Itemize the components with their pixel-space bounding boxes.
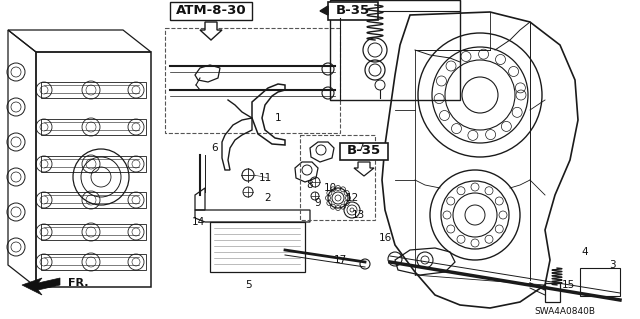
Text: 1: 1: [275, 113, 282, 123]
Bar: [210, 222, 305, 272]
Bar: [300, 135, 375, 220]
Text: 4: 4: [582, 247, 588, 257]
Text: 16: 16: [378, 233, 392, 243]
Bar: [36, 52, 151, 287]
Bar: [41, 119, 146, 135]
Text: 9: 9: [315, 198, 321, 208]
Text: 3: 3: [609, 260, 615, 270]
Text: 17: 17: [333, 255, 347, 265]
Text: 11: 11: [259, 173, 271, 183]
Text: ATM-8-30: ATM-8-30: [176, 4, 246, 18]
Bar: [165, 28, 340, 133]
Bar: [41, 82, 146, 98]
Bar: [330, 0, 460, 100]
Bar: [328, 2, 378, 20]
Text: FR.: FR.: [68, 278, 88, 288]
Bar: [170, 2, 252, 20]
Text: 8: 8: [307, 180, 314, 190]
Text: 14: 14: [191, 217, 205, 227]
Polygon shape: [354, 162, 374, 176]
Text: B-35: B-35: [336, 4, 370, 18]
Text: 5: 5: [244, 280, 252, 290]
Text: SWA4A0840B: SWA4A0840B: [534, 308, 595, 316]
Text: 6: 6: [212, 143, 218, 153]
Polygon shape: [200, 22, 222, 40]
Text: 15: 15: [561, 280, 575, 290]
Text: 2: 2: [265, 193, 271, 203]
Text: 10: 10: [323, 183, 337, 193]
Polygon shape: [320, 6, 328, 15]
Bar: [580, 268, 620, 296]
Bar: [41, 156, 146, 172]
Bar: [340, 143, 388, 160]
Bar: [41, 254, 146, 270]
Bar: [41, 192, 146, 208]
Bar: [41, 224, 146, 240]
Text: 12: 12: [346, 193, 358, 203]
Text: 7: 7: [356, 143, 364, 153]
Text: 13: 13: [351, 210, 365, 220]
Text: B-35: B-35: [347, 145, 381, 158]
Polygon shape: [22, 278, 60, 295]
